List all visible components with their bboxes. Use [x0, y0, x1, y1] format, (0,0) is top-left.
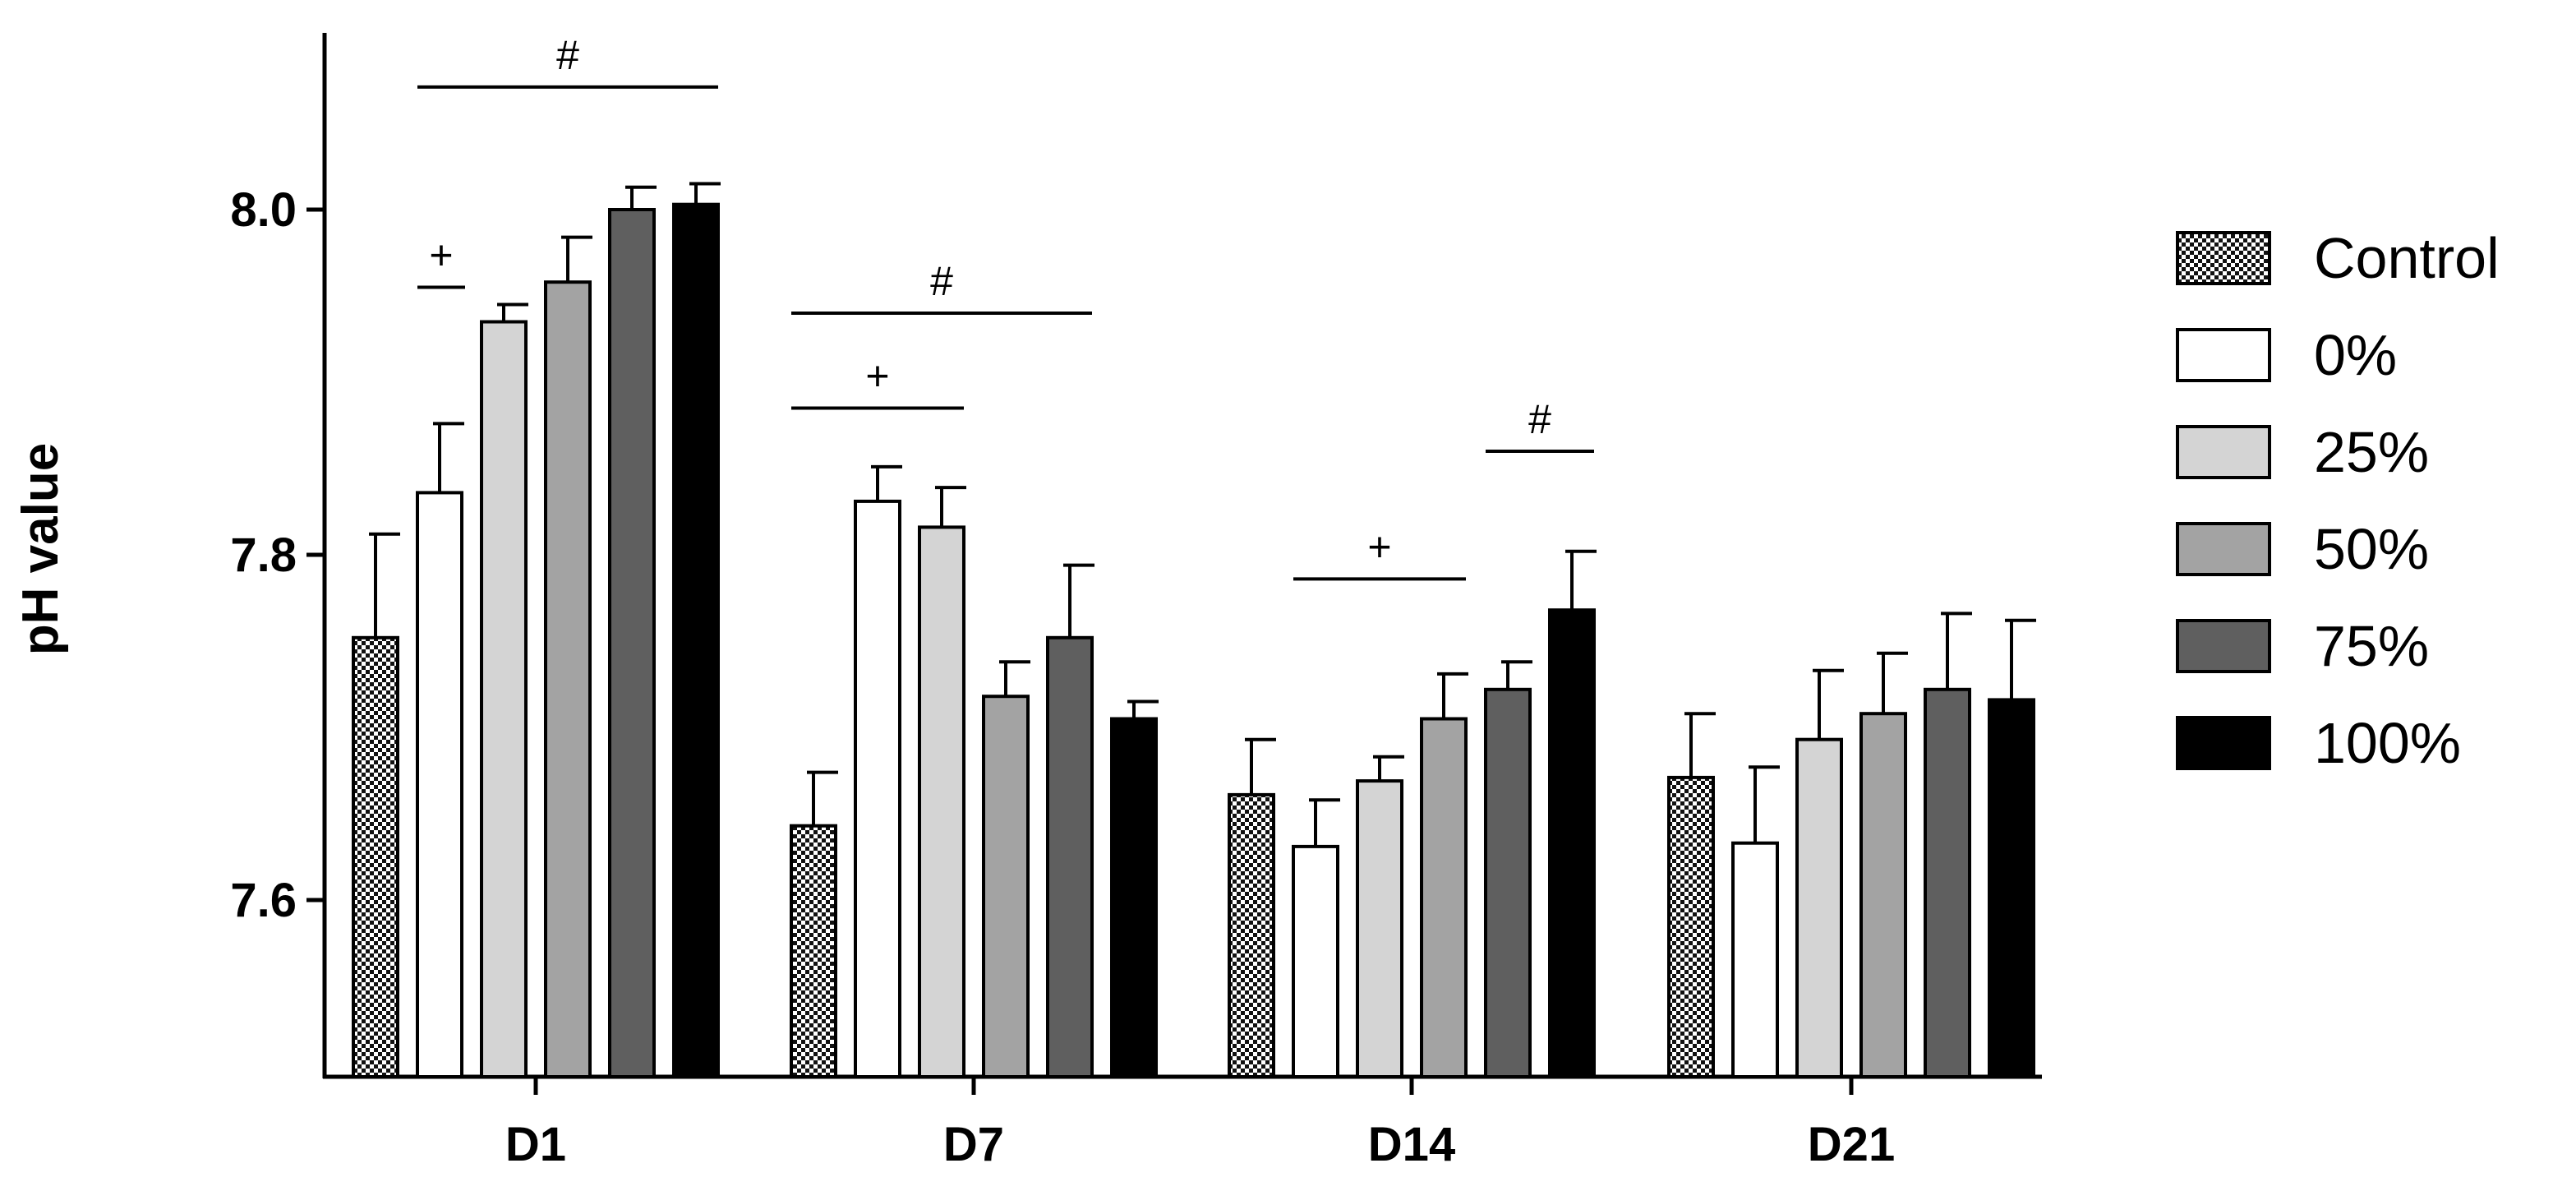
legend-label: 100%	[2314, 711, 2461, 775]
bar	[1110, 717, 1158, 1078]
bar	[1548, 608, 1596, 1078]
legend-label: 0%	[2314, 323, 2397, 387]
legend-swatch	[2176, 425, 2271, 479]
bar	[918, 525, 965, 1078]
significance-marker: #	[930, 258, 953, 304]
legend-swatch	[2176, 231, 2271, 285]
legend-label: 50%	[2314, 517, 2429, 581]
significance-marker: +	[1367, 524, 1391, 570]
legend-swatch	[2176, 522, 2271, 576]
bar	[1859, 712, 1907, 1078]
legend-swatch	[2176, 619, 2271, 673]
bar	[1356, 779, 1403, 1078]
legend-label: Control	[2314, 226, 2500, 290]
legend-label: 75%	[2314, 614, 2429, 678]
y-axis-label: pH value	[12, 443, 69, 655]
significance-marker: #	[1528, 396, 1551, 442]
bar	[352, 635, 399, 1078]
significance-marker: +	[865, 353, 889, 399]
bar	[1420, 717, 1468, 1078]
bar	[416, 491, 463, 1078]
significance-marker: #	[556, 32, 579, 78]
bar	[1292, 844, 1339, 1079]
legend-label: 25%	[2314, 420, 2429, 484]
bar	[1484, 687, 1532, 1078]
bar	[672, 202, 720, 1079]
y-tick-label: 7.6	[230, 874, 297, 927]
bar	[1924, 687, 1971, 1078]
bar	[854, 499, 901, 1078]
bar	[480, 320, 528, 1078]
y-tick-label: 8.0	[230, 183, 297, 237]
x-tick-label: D7	[943, 1118, 1004, 1171]
bar	[544, 280, 592, 1078]
bar	[1988, 698, 2035, 1079]
bar	[608, 208, 656, 1078]
significance-marker: +	[429, 233, 453, 279]
bar	[790, 824, 837, 1078]
bar	[982, 695, 1030, 1078]
bar	[1731, 841, 1779, 1078]
x-tick-label: D21	[1808, 1118, 1895, 1171]
y-tick-label: 7.8	[230, 529, 297, 582]
bar	[1667, 775, 1715, 1079]
bar	[1228, 792, 1275, 1079]
bar	[1795, 737, 1843, 1078]
x-tick-label: D1	[505, 1118, 566, 1171]
legend-swatch	[2176, 716, 2271, 770]
x-tick-label: D14	[1368, 1118, 1455, 1171]
bar	[1046, 635, 1094, 1078]
legend-swatch	[2176, 328, 2271, 382]
